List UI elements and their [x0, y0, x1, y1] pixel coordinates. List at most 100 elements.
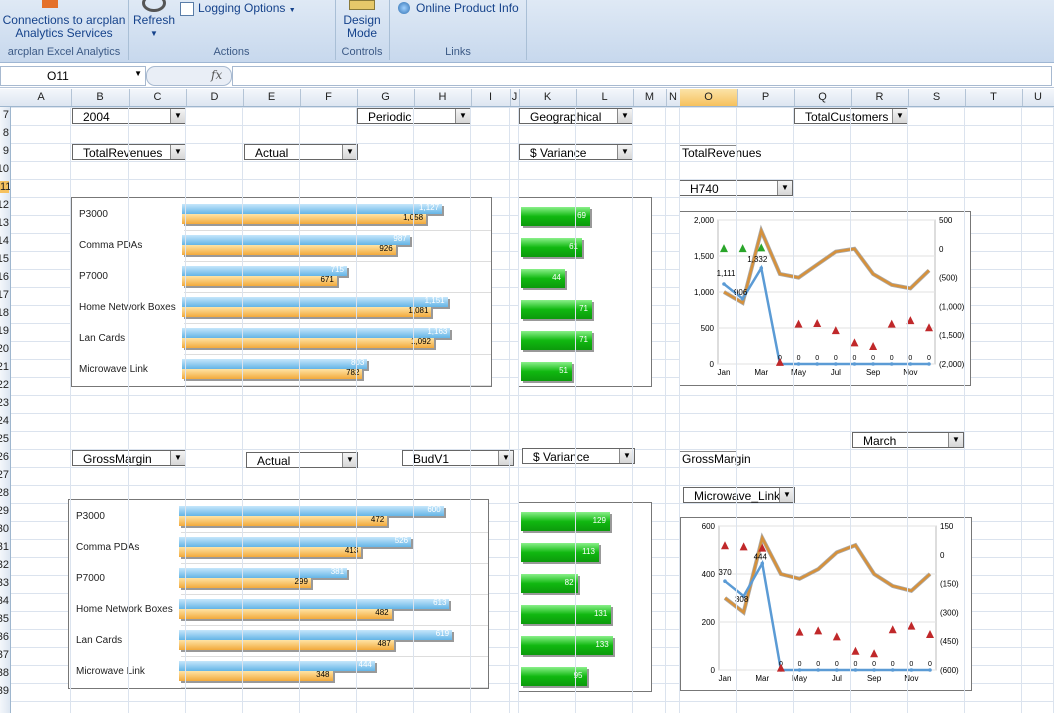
chevron-down-icon[interactable]: ▼	[617, 145, 632, 159]
chevron-down-icon[interactable]: ▼	[498, 451, 513, 465]
version-dropdown-bottom[interactable]: Actual ▼	[246, 452, 358, 468]
variance-bar[interactable]: 113	[521, 543, 599, 562]
column-header-g[interactable]: G	[357, 89, 415, 106]
compare-bar[interactable]: 1,081	[182, 306, 432, 317]
row-header-17[interactable]: 17	[0, 289, 9, 301]
actual-bar[interactable]: 444	[179, 660, 375, 671]
row-header-18[interactable]: 18	[0, 307, 9, 319]
variance-bar[interactable]: 61	[521, 238, 582, 257]
row-header-39[interactable]: 39	[0, 685, 9, 697]
compare-bar[interactable]: 413	[179, 546, 362, 557]
row-header-12[interactable]: 12	[0, 199, 9, 211]
compare-bar[interactable]: 482	[179, 608, 392, 619]
row-header-27[interactable]: 27	[0, 469, 9, 481]
variance-bar[interactable]: 44	[521, 269, 565, 288]
actual-bar[interactable]: 526	[179, 536, 412, 547]
actual-bar[interactable]: 803	[182, 358, 368, 369]
row-header-30[interactable]: 30	[0, 523, 9, 535]
connections-button[interactable]: Connections to arcplan Analytics Service…	[0, 14, 128, 40]
compare-bar[interactable]: 782	[182, 368, 363, 379]
column-header-b[interactable]: B	[71, 89, 130, 106]
row-header-31[interactable]: 31	[0, 541, 9, 553]
chevron-down-icon[interactable]: ▼	[342, 453, 357, 467]
chevron-down-icon[interactable]: ▼	[170, 109, 185, 123]
column-header-i[interactable]: I	[471, 89, 511, 106]
column-header-d[interactable]: D	[186, 89, 244, 106]
chevron-down-icon[interactable]: ▼	[455, 109, 470, 123]
compare-bar[interactable]: 487	[179, 639, 394, 650]
column-header-m[interactable]: M	[633, 89, 667, 106]
name-box-dropdown-icon[interactable]: ▼	[134, 69, 142, 78]
compare-bar[interactable]: 1,058	[182, 213, 427, 224]
variance-bar[interactable]: 69	[521, 207, 590, 226]
row-header-11[interactable]: 11	[0, 181, 11, 193]
row-header-33[interactable]: 33	[0, 577, 9, 589]
compare-bar[interactable]: 671	[182, 275, 337, 286]
row-header-37[interactable]: 37	[0, 649, 9, 661]
chevron-down-icon[interactable]: ▼	[892, 109, 907, 123]
total-customers-dropdown[interactable]: TotalCustomers ▼	[794, 108, 908, 124]
actual-bar[interactable]: 381	[179, 567, 348, 578]
actual-bar[interactable]: 1,163	[182, 327, 451, 338]
compare-bar[interactable]: 348	[179, 670, 333, 681]
row-header-25[interactable]: 25	[0, 433, 9, 445]
row-header-26[interactable]: 26	[0, 451, 9, 463]
row-header-13[interactable]: 13	[0, 217, 9, 229]
fx-icon[interactable]: fx	[211, 68, 223, 82]
column-header-t[interactable]: T	[965, 89, 1023, 106]
actual-bar[interactable]: 613	[179, 598, 450, 609]
row-header-38[interactable]: 38	[0, 667, 9, 679]
column-header-s[interactable]: S	[908, 89, 966, 106]
column-header-r[interactable]: R	[851, 89, 909, 106]
column-header-e[interactable]: E	[243, 89, 301, 106]
row-header-14[interactable]: 14	[0, 235, 9, 247]
row-header-28[interactable]: 28	[0, 487, 9, 499]
compare-bar[interactable]: 299	[179, 577, 311, 588]
row-header-29[interactable]: 29	[0, 505, 9, 517]
actual-bar[interactable]: 715	[182, 265, 347, 276]
column-header-u[interactable]: U	[1022, 89, 1054, 106]
actual-bar[interactable]: 987	[182, 234, 410, 245]
column-header-c[interactable]: C	[129, 89, 187, 106]
chevron-down-icon[interactable]: ▼	[170, 451, 185, 465]
product-dropdown-bottom[interactable]: Microwave_Link ▼	[683, 487, 795, 503]
version-dropdown[interactable]: Actual ▼	[244, 144, 358, 160]
compare-bar[interactable]: 472	[179, 515, 388, 526]
column-header-q[interactable]: Q	[794, 89, 852, 106]
column-header-f[interactable]: F	[300, 89, 358, 106]
row-header-23[interactable]: 23	[0, 397, 9, 409]
formula-input[interactable]	[232, 66, 1052, 86]
actual-bar[interactable]: 619	[179, 629, 453, 640]
design-mode-button[interactable]: Design Mode	[335, 14, 389, 40]
row-header-34[interactable]: 34	[0, 595, 9, 607]
row-header-20[interactable]: 20	[0, 343, 9, 355]
logging-options-button[interactable]: Logging Options ▼	[198, 2, 296, 17]
column-header-n[interactable]: N	[666, 89, 681, 106]
row-header-10[interactable]: 10	[0, 163, 9, 175]
actual-bar[interactable]: 1,151	[182, 296, 448, 307]
measure-dropdown-bottom[interactable]: GrossMargin ▼	[72, 450, 186, 466]
row-header-9[interactable]: 9	[2, 145, 9, 157]
column-header-h[interactable]: H	[414, 89, 472, 106]
variance-bar[interactable]: 71	[521, 331, 592, 350]
variance-bar[interactable]: 82	[521, 574, 578, 593]
refresh-button[interactable]: Refresh ▼	[132, 14, 176, 40]
column-header-k[interactable]: K	[519, 89, 577, 106]
variance-dropdown[interactable]: $ Variance ▼	[519, 144, 633, 160]
variance-bar[interactable]: 71	[521, 300, 592, 319]
variance-bar[interactable]: 95	[521, 667, 587, 686]
periodic-dropdown[interactable]: Periodic ▼	[357, 108, 471, 124]
chevron-down-icon[interactable]: ▼	[342, 145, 357, 159]
row-header-32[interactable]: 32	[0, 559, 9, 571]
compare-bar[interactable]: 1,092	[182, 337, 434, 348]
row-header-19[interactable]: 19	[0, 325, 9, 337]
variance-bar[interactable]: 129	[521, 512, 610, 531]
month-dropdown[interactable]: March ▼	[852, 432, 964, 448]
variance-bar[interactable]: 131	[521, 605, 612, 624]
measure-dropdown[interactable]: TotalRevenues ▼	[72, 144, 186, 160]
budget-dropdown[interactable]: BudV1 ▼	[402, 450, 514, 466]
chevron-down-icon[interactable]: ▼	[777, 181, 792, 195]
column-header-l[interactable]: L	[576, 89, 634, 106]
row-header-22[interactable]: 22	[0, 379, 9, 391]
variance-bar[interactable]: 51	[521, 362, 572, 381]
